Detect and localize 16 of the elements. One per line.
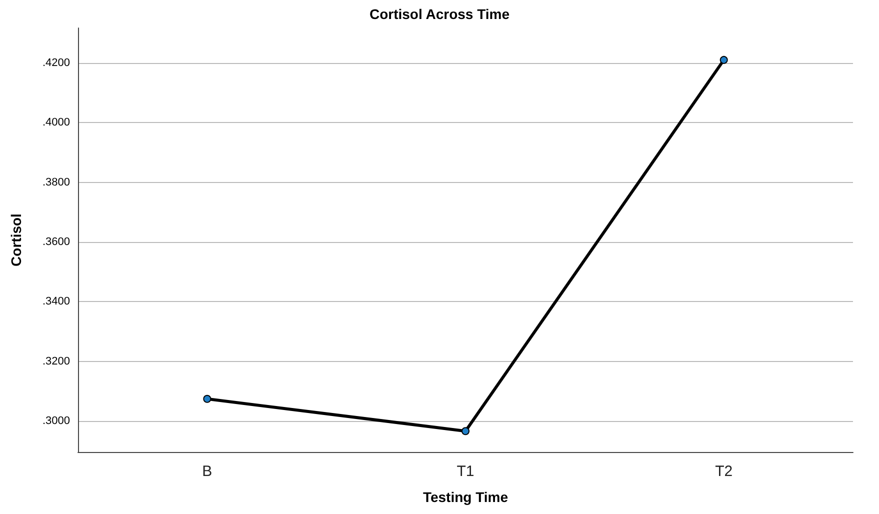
x-axis-title: Testing Time bbox=[422, 489, 508, 505]
y-tick-label: .4200 bbox=[42, 56, 70, 69]
y-tick-label: .4000 bbox=[42, 116, 70, 129]
point bbox=[462, 427, 470, 436]
x-tick-label: T1 bbox=[456, 463, 474, 480]
x-tick-label: T2 bbox=[715, 463, 733, 480]
y-tick-label: .3600 bbox=[42, 236, 70, 248]
x-tick-label: B bbox=[202, 463, 212, 480]
y-tick-label: .3200 bbox=[42, 355, 70, 368]
point bbox=[720, 56, 728, 64]
chart-title: Cortisol Across Time bbox=[369, 6, 510, 22]
y-tick-label: .3000 bbox=[42, 414, 70, 427]
point bbox=[203, 394, 212, 403]
y-axis-title: Cortisol bbox=[8, 214, 24, 266]
y-tick-label: .3800 bbox=[42, 176, 70, 188]
y-tick-label: .3400 bbox=[42, 296, 70, 308]
